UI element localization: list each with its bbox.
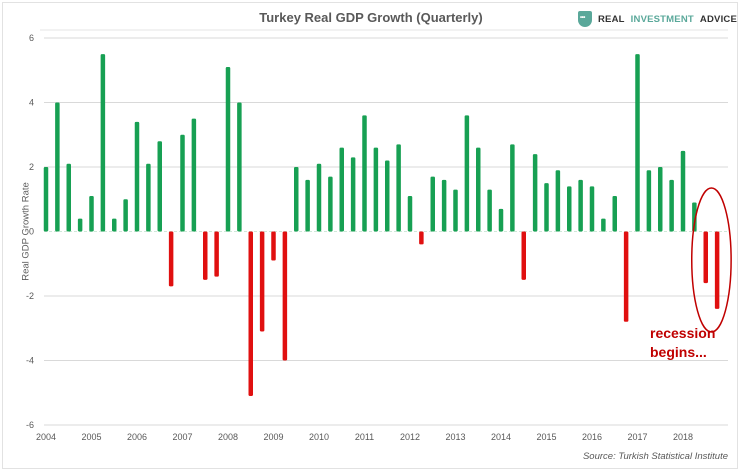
bar [157, 141, 162, 232]
y-tick-label: -4 [26, 356, 34, 366]
bar [464, 115, 470, 232]
bar [646, 170, 652, 232]
y-tick-label: -6 [26, 420, 34, 430]
bar [328, 176, 333, 232]
x-tick-label: 2011 [355, 432, 374, 442]
bar [714, 231, 720, 309]
chart-title: Turkey Real GDP Growth (Quarterly) [259, 10, 483, 25]
bar [339, 147, 344, 232]
bar [316, 163, 322, 232]
bar [271, 231, 276, 261]
x-tick-label: 2004 [36, 432, 56, 442]
bar [237, 102, 242, 232]
bar [89, 196, 94, 232]
bar [680, 150, 686, 232]
bar [203, 231, 208, 280]
bar [430, 176, 435, 232]
x-tick-label: 2012 [400, 432, 420, 442]
x-tick-label: 2010 [309, 432, 329, 442]
bar [123, 199, 128, 232]
bar [623, 231, 629, 322]
bar [532, 154, 538, 232]
x-tick-label: 2014 [491, 432, 511, 442]
bar [66, 163, 71, 232]
x-tick-labels: 2004 2005 2006 2007 2008 2009 2010 2011 2012 2013… [36, 432, 693, 442]
bar [77, 218, 83, 232]
bar [419, 231, 424, 245]
bar [703, 231, 708, 284]
bar [521, 231, 526, 280]
bar [487, 189, 492, 232]
bar [578, 179, 583, 232]
bar [555, 170, 561, 232]
bar [214, 231, 219, 277]
bar [305, 179, 310, 232]
bar [362, 115, 367, 232]
annotation-line-2: begins... [650, 344, 707, 360]
bar [635, 54, 640, 232]
logo-word-real: REAL [598, 13, 625, 25]
bar [146, 163, 151, 232]
x-tick-label: 2006 [127, 432, 147, 442]
y-tick-label: 0 [29, 227, 34, 237]
bar [225, 67, 231, 232]
brand-logo: REAL INVESTMENT ADVICE [578, 8, 737, 30]
bar [498, 208, 504, 232]
recession-annotation: recession begins... [650, 324, 715, 362]
x-tick-label: 2008 [218, 432, 238, 442]
bar [282, 231, 288, 361]
bar [191, 118, 197, 232]
recession-highlight-circle [691, 187, 732, 333]
bar [692, 202, 697, 232]
bar [55, 102, 60, 232]
bar [43, 167, 49, 232]
logo-word-investment: INVESTMENT [630, 13, 694, 25]
bar [168, 231, 174, 287]
bar [350, 157, 356, 232]
bar [453, 189, 458, 232]
bar [589, 186, 595, 232]
x-tick-label: 2016 [582, 432, 602, 442]
y-axis-label: Real GDP Growth Rate [20, 182, 32, 281]
source-note: Source: Turkish Statistical Institute [582, 451, 728, 462]
bar [373, 147, 379, 232]
bar [567, 186, 572, 232]
bar [396, 144, 401, 232]
bar [476, 147, 481, 232]
y-tick-label: 4 [29, 98, 34, 108]
bar [669, 179, 674, 232]
bar [180, 134, 185, 232]
bar [112, 218, 117, 232]
bar [510, 144, 515, 232]
bar [544, 183, 549, 232]
bar [248, 231, 253, 396]
bar [441, 179, 447, 232]
shield-chat-icon [578, 11, 592, 27]
bar [294, 167, 299, 232]
bar [407, 196, 413, 232]
x-tick-label: 2013 [445, 432, 465, 442]
bar [612, 196, 617, 232]
bar [134, 121, 140, 232]
bar [601, 218, 606, 232]
bars [43, 54, 720, 396]
bar [259, 231, 265, 332]
x-tick-label: 2018 [673, 432, 693, 442]
bar [100, 54, 106, 232]
x-tick-label: 2015 [536, 432, 556, 442]
annotation-line-1: recession [650, 325, 716, 341]
x-tick-label: 2007 [172, 432, 192, 442]
y-tick-label: 2 [29, 162, 34, 172]
x-tick-label: 2009 [263, 432, 283, 442]
y-tick-label: -2 [26, 291, 34, 301]
bar [658, 167, 663, 232]
bar [385, 160, 390, 232]
y-tick-label: 6 [29, 33, 34, 43]
y-tick-labels: -6 -4 -2 0 2 4 6 [26, 33, 34, 430]
x-tick-label: 2017 [627, 432, 647, 442]
chart-frame [2, 2, 738, 469]
logo-word-advice: ADVICE [699, 13, 738, 25]
x-tick-label: 2005 [81, 432, 101, 442]
